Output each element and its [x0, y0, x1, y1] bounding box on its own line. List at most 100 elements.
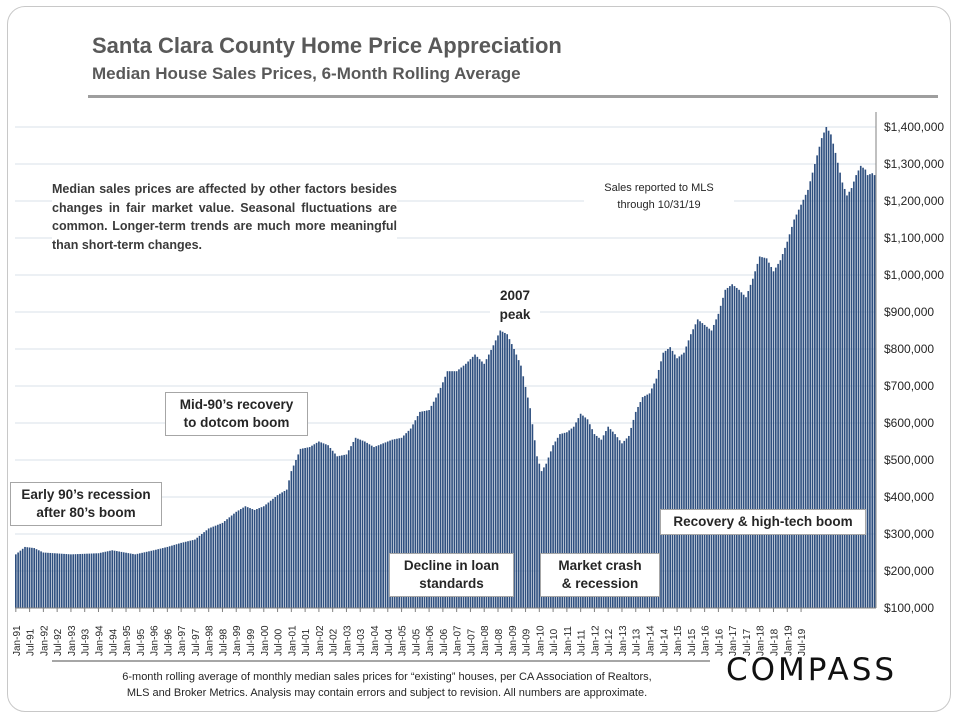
bar [857, 170, 860, 609]
mls-note-line2: through 10/31/19 [617, 199, 701, 211]
y-tick-label: $1,100,000 [884, 231, 944, 245]
bar [58, 553, 61, 608]
bar [104, 551, 107, 608]
bar [549, 451, 552, 608]
bar [529, 408, 531, 608]
bar [572, 426, 575, 608]
bar [428, 410, 430, 608]
bar [510, 344, 513, 608]
bar [800, 204, 802, 608]
bar [761, 257, 763, 608]
callout-mid-90s: Mid-90’s recovery to dotcom boom [165, 392, 308, 436]
bar [797, 209, 800, 608]
x-tick-label: Jan-91 [12, 625, 23, 656]
footnote-line1: 6-month rolling average of monthly media… [122, 671, 652, 683]
bar [343, 454, 345, 608]
bar [97, 553, 100, 608]
bar [788, 234, 791, 609]
bar [384, 442, 387, 608]
bar [200, 534, 203, 608]
bar [696, 319, 699, 608]
bar [24, 546, 26, 608]
bar [492, 345, 495, 608]
callout-2007-peak: 2007 peak [490, 286, 540, 324]
bar [240, 509, 242, 608]
bar [143, 552, 146, 608]
bar [490, 349, 492, 608]
y-axis-tick-labels: $100,000 $200,000 $300,000 $400,000 $500,000… [884, 120, 944, 615]
bar [680, 354, 683, 608]
bar [531, 424, 534, 608]
bar [864, 169, 867, 609]
bar [538, 463, 541, 608]
x-tick-label: Jan-02 [315, 625, 326, 656]
bar [233, 513, 235, 608]
bar [281, 492, 283, 609]
callout-recovery: Recovery & high-tech boom [660, 509, 866, 535]
x-tick-label: Jan-17 [728, 625, 739, 656]
bar [807, 189, 809, 608]
mls-report-note: Sales reported to MLS through 10/31/19 [584, 180, 734, 214]
y-tick-label: $1,200,000 [884, 194, 944, 208]
bar [593, 434, 596, 608]
bar [423, 410, 426, 608]
bar [602, 435, 605, 608]
bar [717, 313, 720, 608]
bar [49, 552, 52, 608]
x-tick-label: Jul-15 [687, 628, 698, 656]
bar [40, 551, 42, 608]
bar [265, 504, 267, 608]
y-tick-label: $500,000 [884, 453, 934, 467]
bar [81, 553, 84, 608]
bar [862, 167, 864, 608]
callout-early-90s-line1: Early 90’s recession [21, 487, 151, 502]
x-tick-label: Jul-96 [163, 628, 174, 656]
bar [460, 367, 463, 608]
bar [393, 439, 396, 608]
bar [297, 454, 300, 608]
bar [421, 411, 424, 608]
compass-logo: COMPASS [726, 652, 898, 688]
x-tick-label: Jan-00 [260, 625, 271, 656]
bar [738, 289, 740, 608]
bar [366, 442, 368, 608]
bar [83, 553, 86, 608]
bar [827, 130, 830, 608]
bar [611, 431, 614, 608]
bar [786, 241, 789, 608]
callout-crash-line1: Market crash [558, 558, 642, 573]
bar [269, 500, 272, 608]
bar [471, 356, 474, 608]
bar [283, 490, 286, 608]
bar [632, 419, 635, 608]
bar [533, 440, 536, 608]
x-tick-label: Jan-01 [287, 625, 298, 656]
bar [605, 431, 607, 608]
bar [223, 521, 226, 608]
bar [451, 371, 453, 608]
bar [439, 387, 442, 608]
bar [462, 365, 465, 608]
bar [458, 369, 460, 608]
bar [403, 435, 405, 608]
bar [51, 553, 54, 608]
bar [373, 447, 375, 608]
x-tick-label: Jul-00 [274, 628, 285, 656]
bar [586, 419, 589, 608]
bar [361, 440, 364, 608]
bar [118, 551, 120, 608]
bar [31, 547, 33, 608]
bar [205, 530, 208, 608]
bar [430, 405, 433, 608]
y-tick-label: $1,400,000 [884, 120, 944, 134]
bar [187, 541, 189, 608]
bar [724, 289, 727, 608]
bar [446, 371, 449, 608]
bar [329, 447, 332, 608]
bar [74, 554, 77, 608]
bar [832, 143, 835, 608]
bar [873, 175, 876, 608]
footnote: 6-month rolling average of monthly media… [72, 669, 702, 701]
bar [396, 438, 398, 608]
bar [400, 437, 403, 608]
